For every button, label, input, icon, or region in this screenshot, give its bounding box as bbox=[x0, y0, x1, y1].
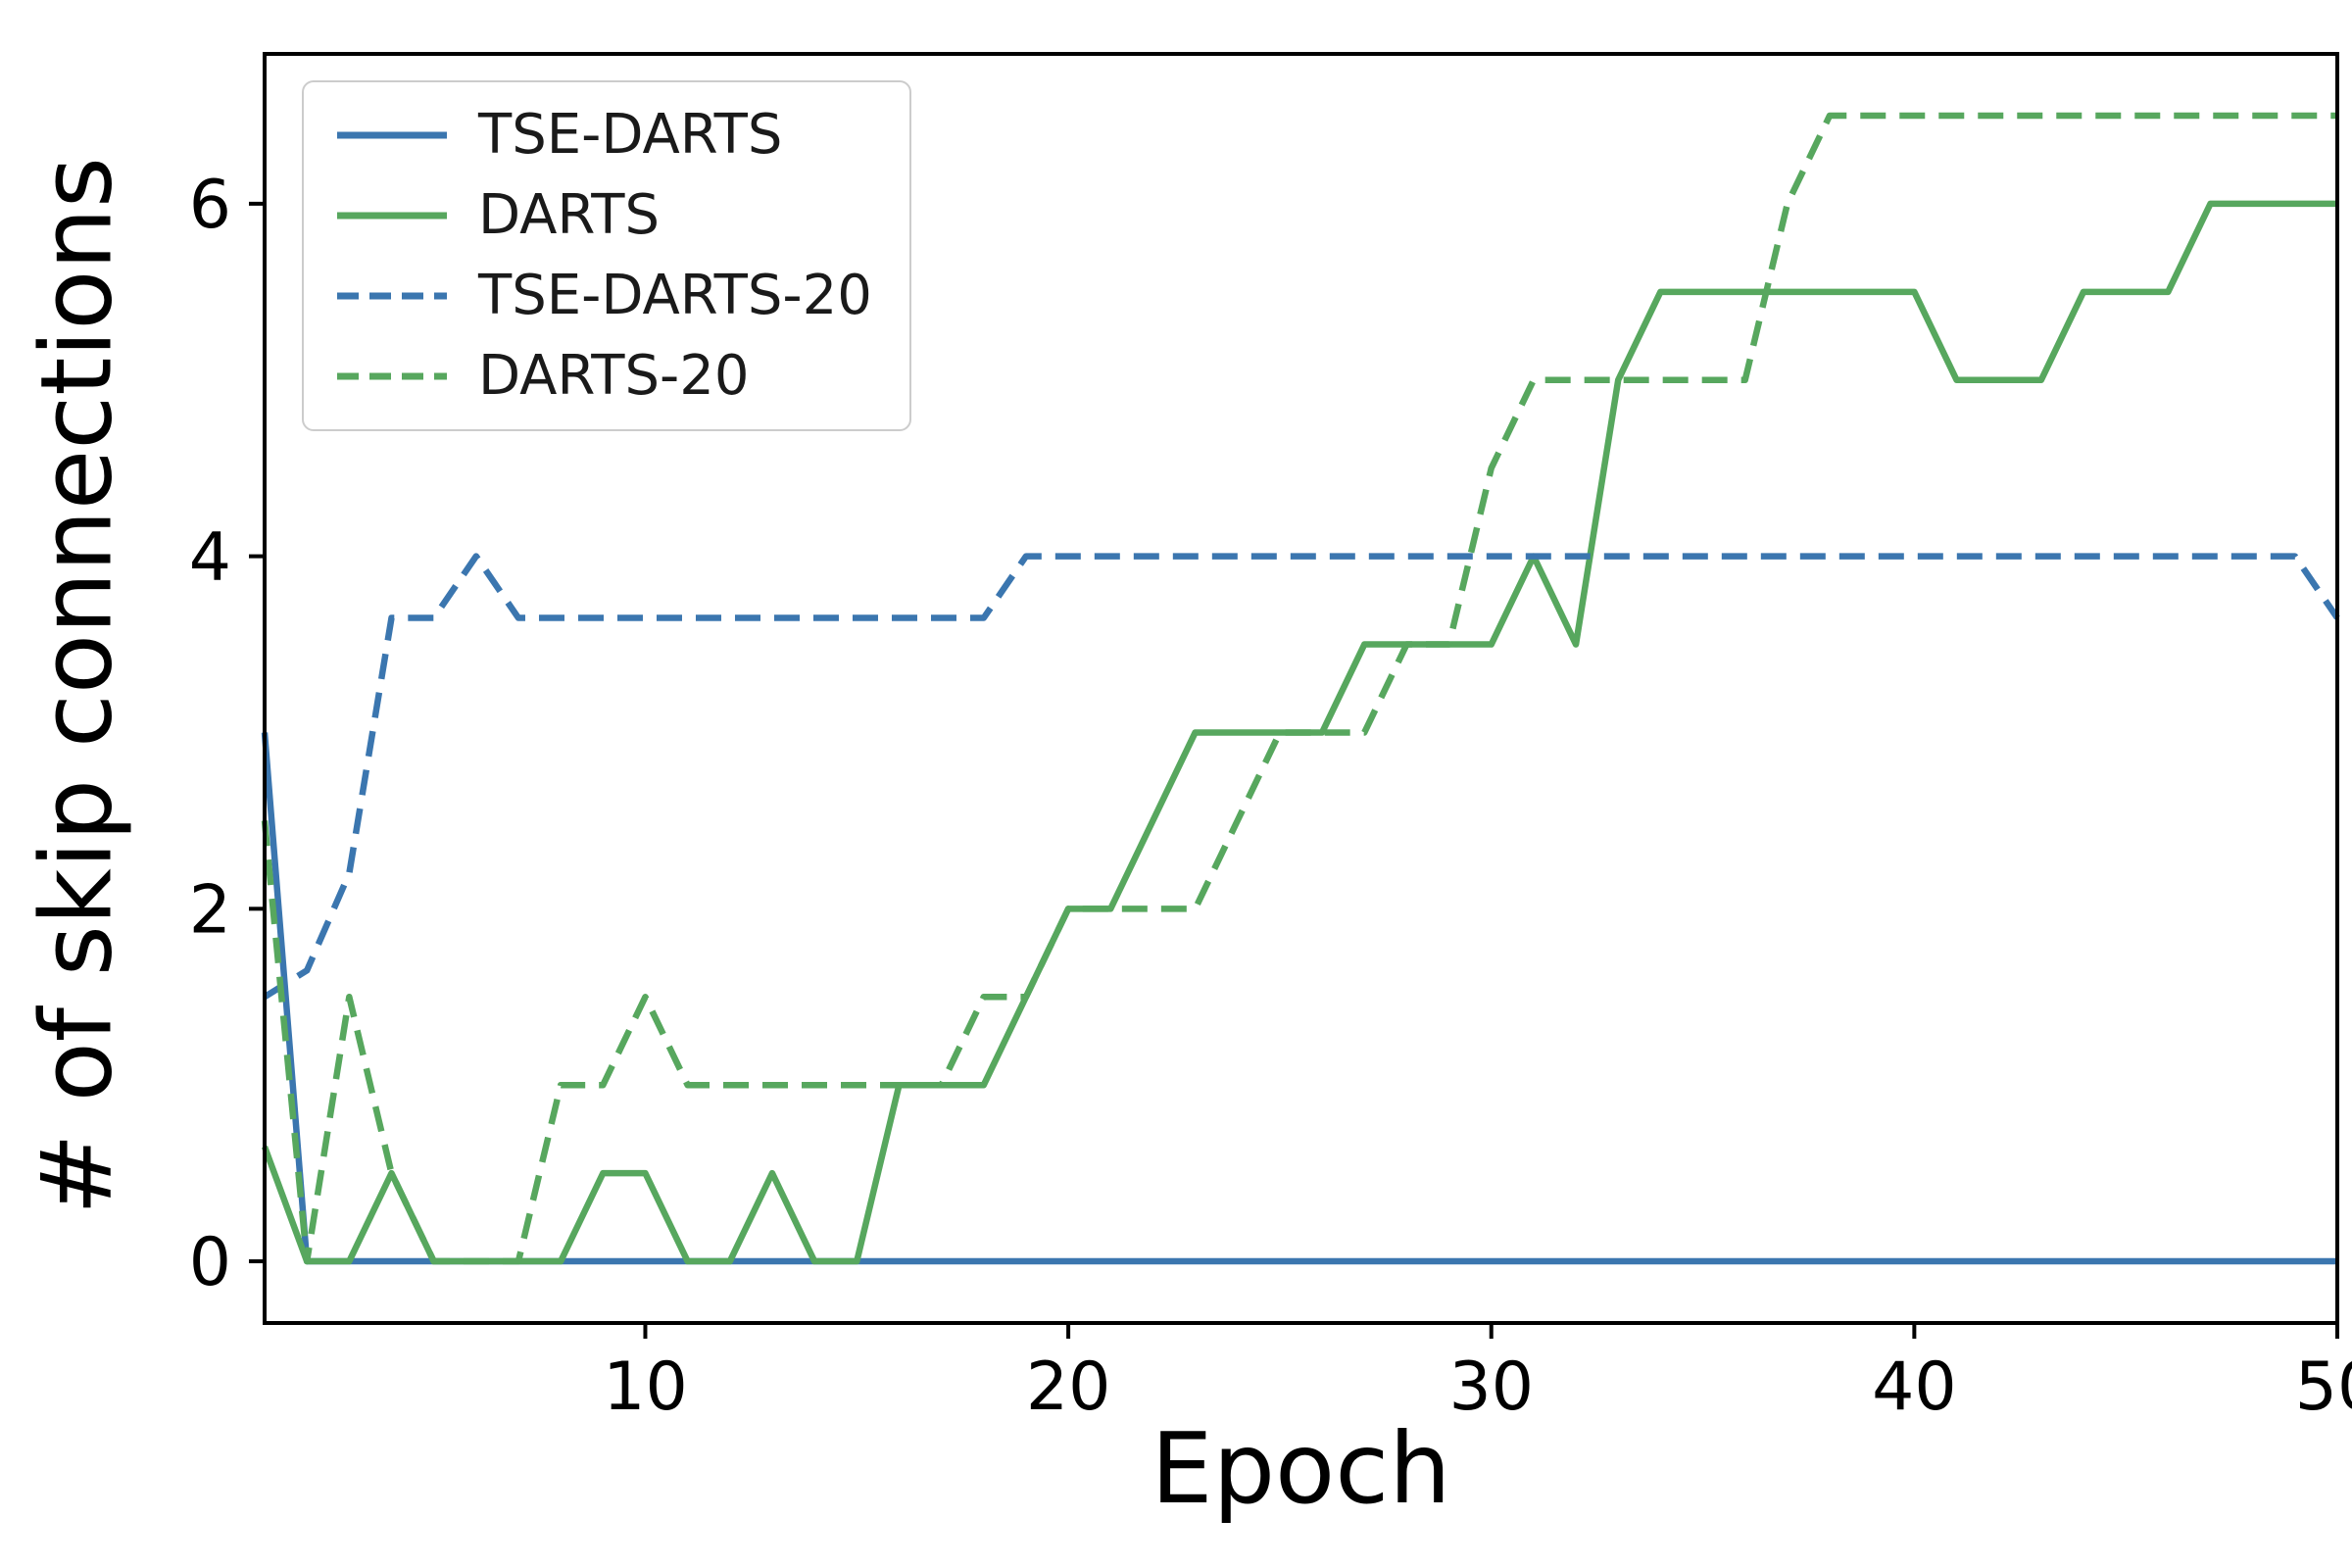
series-line-darts-20 bbox=[261, 112, 2337, 1265]
legend-item-darts: DARTS bbox=[333, 188, 872, 243]
legend: TSE-DARTS DARTS TSE-DARTS-20 DARTS-20 bbox=[302, 80, 911, 431]
legend-item-tse-darts: TSE-DARTS bbox=[333, 108, 872, 163]
legend-label: TSE-DARTS bbox=[478, 103, 783, 167]
legend-label: TSE-DARTS-20 bbox=[478, 264, 872, 327]
x-axis-label: Epoch bbox=[1151, 1411, 1451, 1526]
y-tick-label: 4 bbox=[189, 519, 231, 597]
legend-label: DARTS-20 bbox=[478, 344, 750, 408]
legend-item-tse-darts-20: TSE-DARTS-20 bbox=[333, 269, 872, 323]
plot-frame bbox=[263, 52, 2339, 1325]
x-tick-label: 10 bbox=[603, 1348, 688, 1426]
y-tick-label: 0 bbox=[189, 1224, 231, 1301]
series-line-tse-darts bbox=[261, 732, 2337, 1265]
x-tick-label: 40 bbox=[1872, 1348, 1957, 1426]
legend-line-icon bbox=[337, 131, 447, 139]
legend-line-icon bbox=[337, 372, 447, 380]
y-tick-label: 2 bbox=[189, 871, 231, 949]
legend-item-darts-20: DARTS-20 bbox=[333, 349, 872, 404]
legend-label: DARTS bbox=[478, 183, 661, 247]
x-tick-label: 30 bbox=[1448, 1348, 1534, 1426]
legend-line-icon bbox=[337, 292, 447, 300]
x-tick-label: 50 bbox=[2295, 1348, 2352, 1426]
series-line-tse-darts-20 bbox=[263, 553, 2340, 1001]
y-tick-label: 6 bbox=[189, 167, 231, 244]
x-tick-label: 20 bbox=[1026, 1348, 1111, 1426]
legend-line-icon bbox=[337, 212, 447, 220]
y-axis-label: # of skip connections bbox=[19, 157, 134, 1215]
